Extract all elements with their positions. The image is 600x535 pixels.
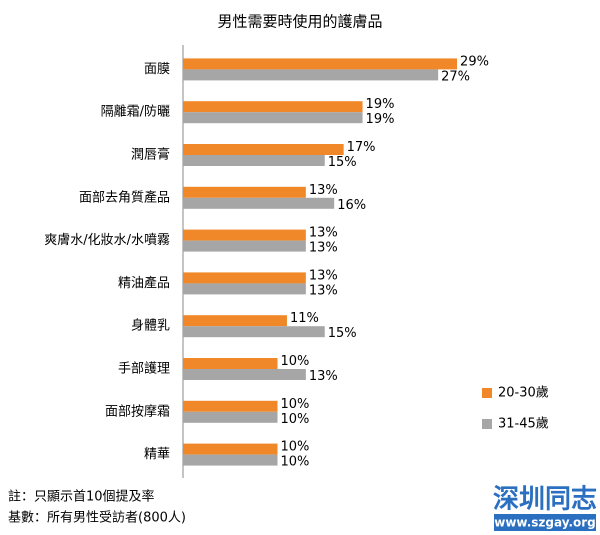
value-label: 19% <box>366 97 395 112</box>
bar <box>183 58 458 70</box>
value-label: 10% <box>281 412 310 427</box>
value-label: 10% <box>281 440 310 455</box>
value-label: 13% <box>309 226 338 241</box>
watermark-url: www.szgay.org <box>494 516 596 530</box>
legend-swatch <box>482 388 492 398</box>
value-label: 13% <box>309 369 338 384</box>
bar <box>183 144 344 155</box>
bar <box>183 283 306 295</box>
bar <box>183 443 278 455</box>
bar <box>183 112 363 124</box>
value-label: 13% <box>309 183 338 198</box>
watermark-box <box>494 514 596 531</box>
bar <box>183 454 278 466</box>
bar <box>183 400 278 412</box>
bar <box>183 69 439 81</box>
value-label: 10% <box>281 397 310 412</box>
value-label: 19% <box>366 112 395 127</box>
y-tick-label: 面部按摩霜 <box>105 403 170 419</box>
chart-title: 男性需要時使用的護膚品 <box>217 13 382 31</box>
legend-swatch <box>482 419 492 429</box>
y-tick-label: 精華 <box>144 447 170 462</box>
value-label: 13% <box>309 241 338 256</box>
y-tick-label: 面部去角質產品 <box>79 189 170 205</box>
value-label: 10% <box>281 354 310 369</box>
bar <box>183 229 306 241</box>
note: 註：只顯示首10個提及率 <box>8 489 155 505</box>
y-tick-label: 面膜 <box>144 62 170 77</box>
bar <box>183 197 335 209</box>
bar <box>183 240 306 252</box>
value-label: 29% <box>460 54 489 69</box>
y-tick-label: 身體乳 <box>131 318 170 334</box>
value-label: 15% <box>328 326 357 341</box>
value-label: 10% <box>281 455 310 470</box>
y-tick-label: 潤唇膏 <box>131 147 170 163</box>
note: 基數：所有男性受訪者(800人) <box>8 510 186 526</box>
value-label: 16% <box>337 198 366 213</box>
value-label: 13% <box>309 283 338 298</box>
bar <box>183 101 363 113</box>
value-label: 13% <box>309 268 338 283</box>
bar <box>183 358 278 369</box>
legend-label: 31-45歲 <box>498 417 549 432</box>
bar <box>183 326 325 338</box>
y-tick-label: 隔離霜/防曬 <box>101 104 170 120</box>
bar <box>183 315 287 327</box>
y-tick-label: 精油產品 <box>118 275 170 291</box>
bar <box>183 272 306 284</box>
bar <box>183 186 306 198</box>
bar <box>183 411 278 423</box>
y-tick-label: 爽膚水/化妝水/水噴霧 <box>44 232 170 248</box>
bar <box>183 369 306 380</box>
legend-label: 20-30歲 <box>498 386 549 401</box>
value-label: 17% <box>347 140 376 155</box>
value-label: 11% <box>290 311 319 326</box>
bar <box>183 155 325 166</box>
watermark-title: 深圳同志 <box>493 485 597 515</box>
value-label: 15% <box>328 155 357 170</box>
y-tick-label: 手部護理 <box>118 361 170 377</box>
value-label: 27% <box>441 69 470 84</box>
